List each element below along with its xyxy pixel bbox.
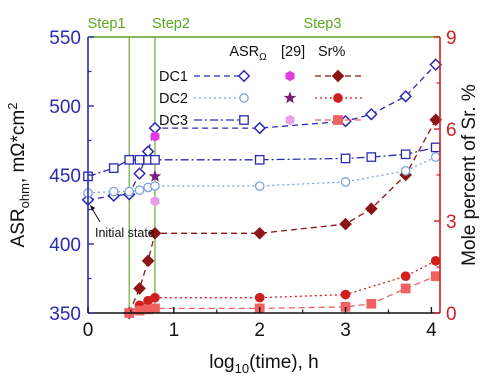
legend-header-ref: [29]	[281, 44, 305, 60]
asr-point-dc2	[134, 185, 145, 196]
sr-point-dc2	[400, 271, 411, 282]
ref-point-dc1	[150, 131, 160, 142]
sr-point-dc1	[133, 282, 146, 295]
legend-header-sr: Sr%	[318, 44, 346, 60]
asr-point-dc2	[150, 181, 160, 191]
y-right-tick-label: 0	[446, 304, 457, 325]
sr-point-dc1	[141, 254, 155, 268]
asr-point-dc2	[430, 152, 441, 162]
asr-point-dc3	[124, 154, 135, 165]
step-lines: Step1 Step2 Step3	[88, 16, 342, 313]
sr-point-dc1	[253, 226, 267, 240]
sr-point-dc3	[150, 303, 160, 314]
legend-sr-marker-dc3	[333, 115, 343, 125]
annotation-arrowhead	[90, 204, 95, 211]
asr-point-dc3	[108, 163, 119, 173]
legend-sr-marker-dc2	[333, 93, 343, 103]
sr-point-dc1	[365, 202, 378, 216]
sr-point-dc2	[340, 289, 351, 300]
legend-asr-marker-dc3	[239, 115, 249, 125]
asr-point-dc3	[134, 154, 145, 165]
sr-point-dc3	[366, 298, 377, 309]
asr-point-dc1	[365, 107, 378, 121]
sr-point-dc1	[339, 217, 352, 231]
asr-point-dc3	[400, 149, 411, 160]
sr-point-dc3	[400, 283, 411, 294]
asr-point-dc1	[133, 167, 146, 180]
legend-asr-marker-dc2	[239, 93, 249, 103]
y-left-tick-label: 400	[49, 235, 81, 256]
y-right-tick-label: 6	[446, 120, 457, 141]
asr-point-dc1	[399, 90, 412, 103]
sr-point-dc2	[430, 256, 441, 266]
legend-label-dc3: DC3	[159, 113, 188, 129]
asr-point-dc3	[254, 154, 265, 165]
step-label: Step1	[88, 16, 126, 32]
legend-ref-marker-dc2	[283, 91, 297, 104]
y-right-axis-title: Mole percent of Sr. %	[459, 84, 480, 266]
plot-markers	[81, 58, 443, 320]
y-left-tick-label: 450	[49, 166, 81, 187]
asr-point-dc2	[254, 181, 265, 191]
y-left-tick-label: 350	[49, 304, 81, 325]
asr-point-dc3	[366, 152, 377, 162]
y-left-axis-title: ASRohm, mΩ*cm2	[5, 103, 32, 248]
asr-point-dc3	[340, 153, 351, 164]
legend-label-dc2: DC2	[159, 91, 188, 107]
asr-point-dc3	[150, 154, 160, 165]
y-right-tick-label: 3	[446, 212, 457, 233]
annotation-initial-state: Initial state	[95, 226, 155, 240]
asr-point-dc2	[108, 186, 119, 197]
axis-labels: Initial state log10(time), h ASRohm, mΩ*cm…	[5, 84, 480, 376]
sr-line-dc1	[128, 119, 437, 314]
y-left-tick-label: 500	[49, 97, 81, 118]
x-tick-label: 3	[340, 320, 351, 341]
asr-point-dc2	[340, 177, 351, 187]
legend-label-dc1: DC1	[159, 69, 188, 85]
legend-asr-marker-dc1	[237, 69, 251, 83]
x-tick-label: 4	[426, 320, 437, 341]
step-label: Step2	[152, 16, 190, 32]
legend-ref-marker-dc3	[285, 114, 295, 126]
asr-point-dc1	[253, 121, 267, 135]
step-label: Step3	[304, 16, 342, 32]
asr-point-dc3	[430, 142, 441, 153]
asr-point-dc2	[124, 186, 135, 197]
legend-ref-marker-dc1	[285, 70, 295, 82]
legend: ASRΩ [29] Sr% DC1 DC2 DC3	[159, 44, 362, 129]
sr-point-dc1	[148, 226, 162, 240]
sr-point-dc2	[150, 292, 160, 303]
x-tick-label: 2	[254, 320, 265, 341]
asr-point-dc2	[400, 166, 411, 176]
sr-point-dc2	[254, 292, 265, 303]
sr-point-dc3	[430, 271, 441, 282]
ref-point-dc3	[150, 196, 160, 207]
ref-point-dc2	[148, 169, 162, 182]
x-tick-label: 0	[83, 320, 94, 341]
legend-header-asr: ASRΩ	[229, 44, 267, 63]
axes: 350 400 450 500 550 0 3 6 9 0 1 2 3 4	[49, 28, 456, 341]
x-tick-label: 1	[169, 320, 180, 341]
legend-sr-marker-dc1	[331, 69, 345, 83]
sr-line-dc2	[128, 260, 436, 314]
y-right-tick-label: 9	[446, 28, 457, 49]
x-axis-title: log10(time), h	[209, 352, 319, 376]
y-left-tick-label: 550	[49, 28, 81, 49]
